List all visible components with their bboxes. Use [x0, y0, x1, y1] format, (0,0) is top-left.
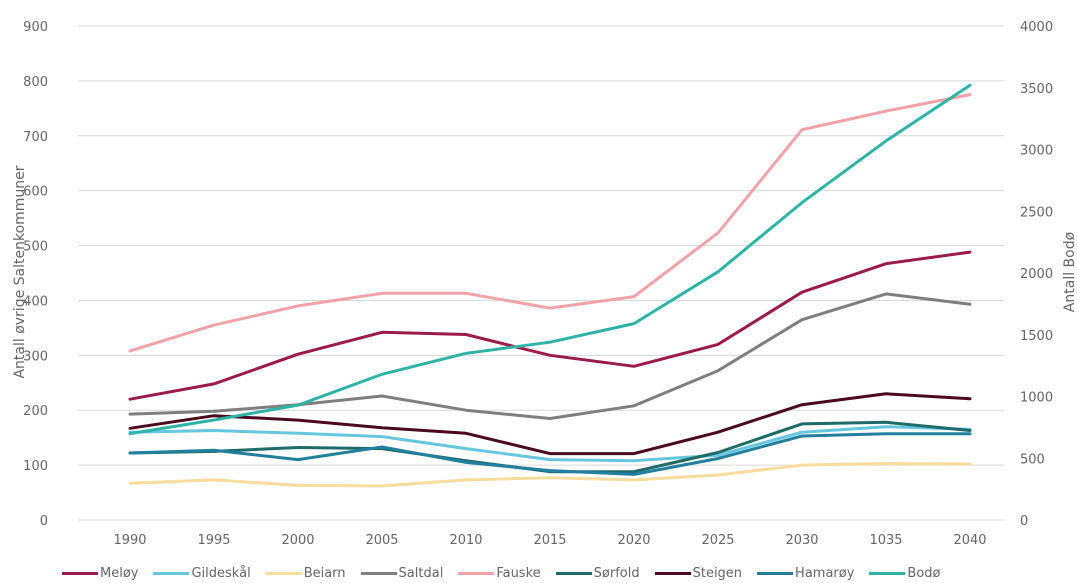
legend-item: Meløy — [62, 566, 138, 581]
series-lines — [128, 83, 972, 488]
left-tick-label: 0 — [40, 514, 48, 529]
series-line-Meløy — [128, 250, 972, 401]
series-line-Saltdal — [128, 292, 972, 420]
legend-item: Steigen — [654, 566, 743, 581]
x-tick-label: 2020 — [617, 533, 650, 548]
series-line-Gildeskål — [128, 425, 972, 463]
legend-label: Fauske — [496, 566, 541, 581]
right-tick-label: 0 — [1020, 514, 1028, 529]
right-axis-title: Antall Bodø — [1062, 231, 1077, 312]
chart-legend: Meløy Gildeskål Beiarn Saltdal Fauske Sørfold… — [62, 566, 956, 581]
legend-label: Beiarn — [303, 566, 346, 581]
legend-label: Meløy — [100, 566, 139, 581]
x-tick-label: 2025 — [701, 533, 734, 548]
right-tick-label: 2500 — [1020, 205, 1053, 220]
x-tick-label: 1990 — [113, 533, 146, 548]
x-tick-label: 1995 — [197, 533, 230, 548]
legend-item: Sørfold — [555, 566, 640, 581]
legend-label: Saltdal — [398, 566, 444, 581]
gridlines — [78, 25, 1004, 521]
right-tick-label: 3500 — [1020, 82, 1053, 97]
legend-swatch — [757, 572, 794, 575]
x-tick-label: 1035 — [869, 533, 902, 548]
legend-label: Gildeskål — [191, 566, 251, 581]
legend-swatch — [555, 572, 592, 575]
legend-item: Gildeskål — [153, 566, 251, 581]
right-axis-ticks: 0 500 1000 1500 2000 2500 3000 3500 4000 — [1020, 20, 1053, 529]
legend-swatch — [360, 572, 397, 575]
legend-item: Beiarn — [265, 566, 346, 581]
left-tick-label: 500 — [23, 240, 48, 255]
left-tick-label: 600 — [23, 185, 48, 200]
series-line-Beiarn — [128, 462, 972, 488]
left-tick-label: 300 — [23, 349, 48, 364]
right-tick-label: 1500 — [1020, 329, 1053, 344]
left-tick-label: 100 — [23, 459, 48, 474]
legend-swatch — [265, 572, 302, 575]
left-tick-label: 700 — [23, 130, 48, 145]
series-line-Steigen — [128, 392, 972, 456]
legend-item: Fauske — [458, 566, 541, 581]
legend-label: Sørfold — [593, 566, 640, 581]
left-tick-label: 200 — [23, 404, 48, 419]
x-tick-label: 2000 — [281, 533, 314, 548]
legend-label: Hamarøy — [795, 566, 855, 581]
legend-swatch — [654, 572, 691, 575]
series-line-Hamarøy — [128, 432, 972, 476]
legend-swatch — [869, 572, 906, 575]
legend-swatch — [153, 572, 190, 575]
left-axis-ticks: 0 100 200 300 400 500 600 700 800 900 — [23, 20, 48, 529]
legend-item: Saltdal — [360, 566, 444, 581]
right-tick-label: 4000 — [1020, 20, 1053, 35]
right-tick-label: 1000 — [1020, 391, 1053, 406]
left-tick-label: 400 — [23, 294, 48, 309]
legend-swatch — [458, 572, 495, 575]
series-line-Fauske — [128, 93, 972, 353]
legend-swatch — [62, 572, 98, 575]
x-tick-label: 2040 — [953, 533, 986, 548]
x-tick-label: 2010 — [449, 533, 482, 548]
legend-item: Bodø — [869, 566, 941, 581]
x-tick-label: 2030 — [785, 533, 818, 548]
series-line-Bodø — [128, 83, 972, 436]
legend-label: Bodø — [907, 566, 941, 581]
right-tick-label: 500 — [1020, 452, 1045, 467]
legend-item: Hamarøy — [757, 566, 854, 581]
right-tick-label: 3000 — [1020, 144, 1053, 159]
right-tick-label: 2000 — [1020, 267, 1053, 282]
legend-label: Steigen — [692, 566, 743, 581]
x-tick-label: 2005 — [365, 533, 398, 548]
x-axis-ticks: 1990 1995 2000 2005 2010 2015 2020 2025 2030 1035… — [113, 533, 986, 548]
left-axis-title: Antall øvrige Saltenkommuner — [12, 165, 28, 378]
left-tick-label: 900 — [23, 20, 48, 35]
left-tick-label: 800 — [23, 75, 48, 90]
x-tick-label: 2015 — [533, 533, 566, 548]
